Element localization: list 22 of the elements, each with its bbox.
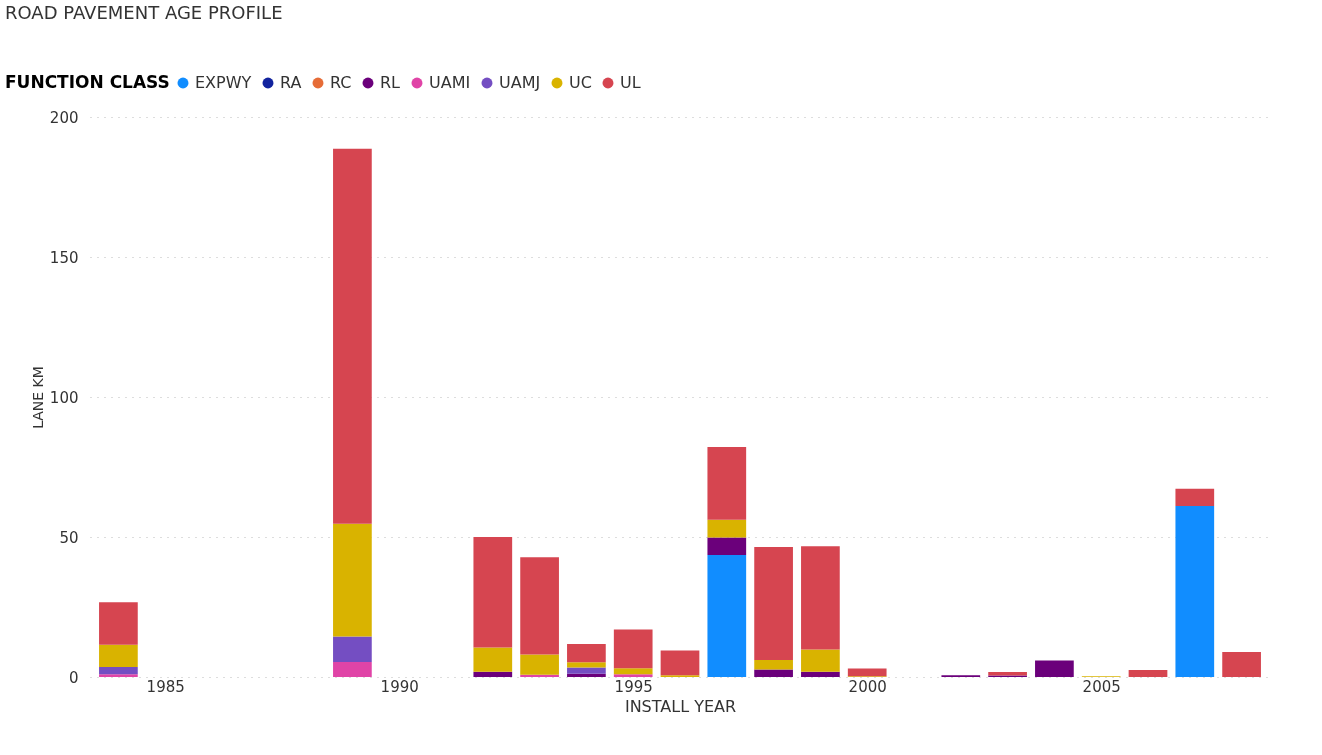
legend-label: UL [620, 73, 641, 92]
legend-label: UC [569, 73, 592, 92]
x-axis-title: INSTALL YEAR [624, 696, 737, 716]
x-tick-label: 1995 [614, 677, 653, 696]
x-tick-label: 2005 [1082, 677, 1121, 696]
y-tick-label: 150 [49, 248, 79, 267]
legend-label: UAMJ [499, 73, 541, 92]
y-tick-label: 100 [49, 388, 79, 407]
legend-label: RA [280, 73, 302, 92]
y-tick-label: 200 [49, 108, 79, 127]
x-tick-label: 2000 [848, 677, 887, 696]
legend-label: EXPWY [195, 73, 252, 92]
legend-title: FUNCTION CLASS [5, 72, 170, 92]
y-tick-label: 0 [68, 668, 79, 687]
y-tick-label: 50 [59, 528, 79, 547]
y-axis-title: LANE KM [29, 366, 46, 429]
legend-label: UAMI [429, 73, 471, 92]
x-tick-label: 1990 [380, 677, 419, 696]
x-tick-label: 1985 [146, 677, 185, 696]
legend-label: RL [380, 73, 401, 92]
chart-title: ROAD PAVEMENT AGE PROFILE [5, 2, 283, 23]
legend-label: RC [330, 73, 352, 92]
